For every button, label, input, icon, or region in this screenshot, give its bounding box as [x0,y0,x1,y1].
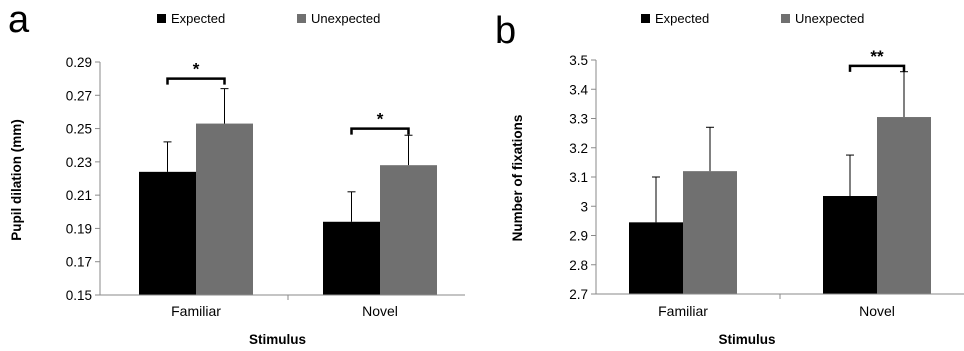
panel-a-y-tick-label-5: 0.25 [66,122,92,137]
panel-a-bar-familiar-0 [139,171,196,295]
panel-b-bar-familiar-1 [683,171,737,294]
panel-a-bar-novel-1 [380,165,437,295]
panel-a-y-axis-title: Pupil dilation (mm) [9,119,24,241]
panel-b-y-tick-label-1: 2.8 [569,258,588,273]
panel-b-letter: b [495,10,516,52]
panel-a-letter: a [8,0,30,41]
panel-a-y-tick-label-0: 0.15 [66,288,92,303]
panel-a-legend-swatch-0 [157,14,166,23]
panel-a-bar-novel-0 [323,221,380,295]
panel-a-y-tick-label-6: 0.27 [66,88,92,103]
panel-a-y-tick-label-4: 0.23 [66,155,92,170]
panel-a-category-label-1: Novel [362,303,398,319]
panel-b-y-tick-label-4: 3.1 [569,170,588,185]
chart-panel-a: a Expected Unexpected Familiar Novel 0.15 0.17… [8,0,465,347]
panel-a-bar-familiar-1 [196,123,253,295]
panel-a-x-axis-title: Stimulus [249,332,306,347]
panel-b-legend-swatch-1 [781,14,790,23]
panel-a-y-tick-label-7: 0.29 [66,55,92,70]
panel-b-legend-swatch-0 [641,14,650,23]
panel-b-y-tick-label-8: 3.5 [569,53,588,68]
panel-b-bar-novel-0 [823,196,877,294]
panel-b-significance-bracket-0 [848,64,906,72]
panel-b-y-tick-label-6: 3.3 [569,112,588,127]
panel-a-y-tick-label-2: 0.19 [66,221,92,236]
panel-a-significance-bracket-0 [166,77,226,85]
panel-a-legend-swatch-1 [297,14,306,23]
panel-a-y-tick-label-3: 0.21 [66,188,92,203]
panel-a-significance-bracket-1 [350,127,410,135]
panel-b-significance-label-0: ** [870,47,884,66]
panel-a-legend-label-1: Unexpected [311,11,380,26]
panel-a-y-tick-label-1: 0.17 [66,255,92,270]
panel-b-y-tick-label-0: 2.7 [569,287,588,302]
panel-b-y-tick-label-7: 3.4 [569,82,588,97]
panel-b-bar-familiar-0 [629,222,683,294]
chart-panel-b: b Expected Unexpected Familiar Novel 2.7 2.8 2.… [495,10,964,347]
panel-a-significance-label-0: * [193,60,200,79]
panel-a-legend-label-0: Expected [171,11,225,26]
panel-b-y-tick-label-2: 2.9 [569,229,588,244]
panel-b-y-axis-title: Number of fixations [510,115,525,242]
panel-b-y-tick-label-5: 3.2 [569,141,588,156]
panel-b-bar-novel-1 [877,117,931,294]
panel-b-category-label-1: Novel [859,303,895,319]
panel-b-y-tick-label-3: 3 [580,199,588,214]
panel-b-category-label-0: Familiar [658,303,708,319]
panel-a-category-label-0: Familiar [171,303,221,319]
panel-a-significance-label-1: * [377,110,384,129]
panel-b-legend-label-0: Expected [655,11,709,26]
panel-b-legend-label-1: Unexpected [795,11,864,26]
panel-b-x-axis-title: Stimulus [718,332,775,347]
